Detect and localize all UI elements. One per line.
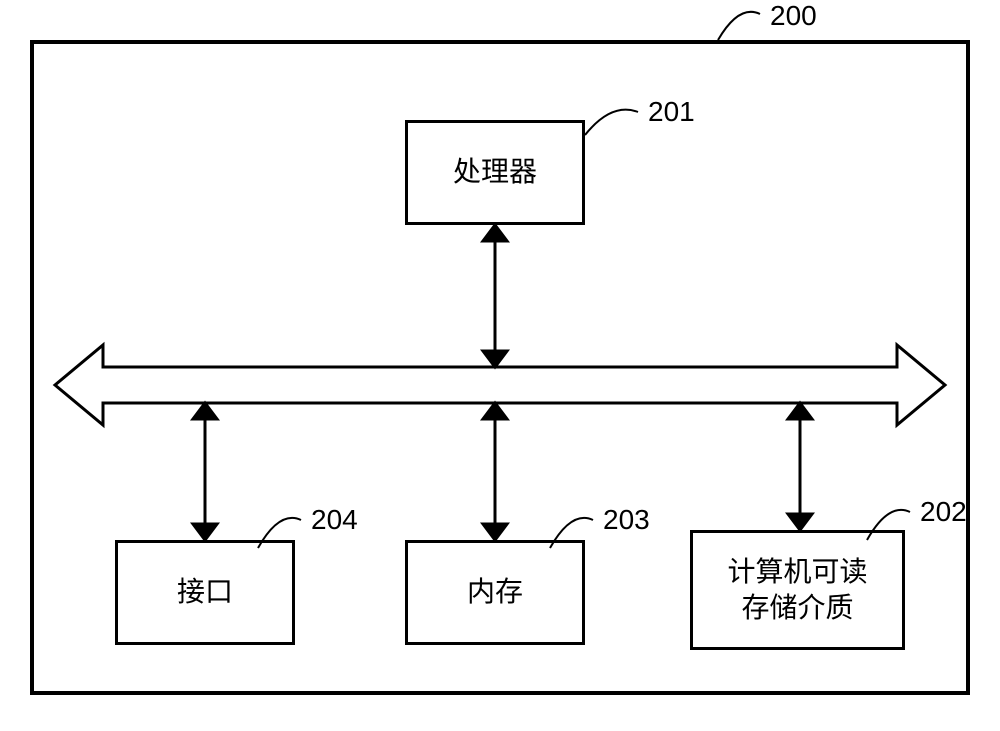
memory-node: 内存 [405, 540, 585, 645]
memory-ref-label: 203 [603, 504, 650, 536]
storage-label: 计算机可读存储介质 [727, 554, 867, 627]
memory-label: 内存 [467, 574, 523, 610]
processor-label: 处理器 [453, 154, 537, 190]
processor-node: 处理器 [405, 120, 585, 225]
system-ref-label: 200 [770, 0, 817, 32]
interface-node: 接口 [115, 540, 295, 645]
storage-node: 计算机可读存储介质 [690, 530, 905, 650]
interface-label: 接口 [177, 574, 233, 610]
interface-ref-label: 204 [311, 504, 358, 536]
processor-ref-label: 201 [648, 96, 695, 128]
storage-ref-label: 202 [920, 496, 967, 528]
